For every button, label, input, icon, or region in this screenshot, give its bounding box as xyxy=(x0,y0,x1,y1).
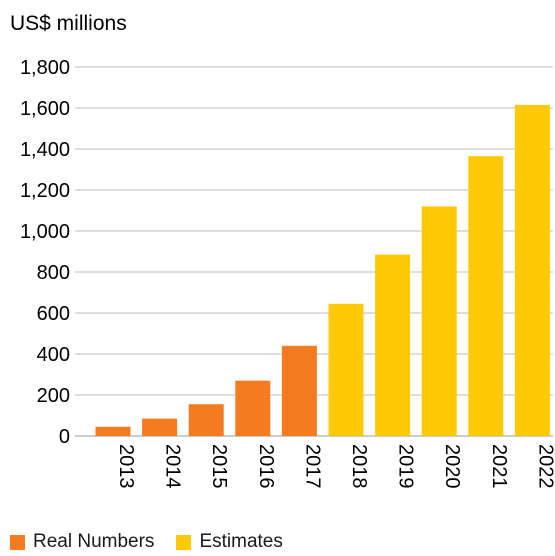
legend: Real Numbers Estimates xyxy=(10,531,305,553)
x-tick-label: 2016 xyxy=(255,444,277,489)
x-tick-label: 2017 xyxy=(301,444,323,489)
bar-2015 xyxy=(188,404,224,436)
y-tick-label: 0 xyxy=(59,426,70,448)
bar-2014 xyxy=(142,418,178,436)
bar-2013 xyxy=(95,426,131,436)
y-tick-label: 200 xyxy=(37,385,70,407)
y-tick-label: 400 xyxy=(37,344,70,366)
chart-area: US$ millions 0 200 400 600 800 1,000 1,200 1,40… xyxy=(10,12,555,489)
y-tick-label: 1,000 xyxy=(20,221,70,243)
y-tick-label: 1,400 xyxy=(20,139,70,161)
y-tick-label: 600 xyxy=(37,303,70,325)
y-tick-label: 1,600 xyxy=(20,98,70,120)
y-axis-ticks: 0 200 400 600 800 1,000 1,200 1,400 1,600 1,800 xyxy=(20,57,70,448)
x-tick-label: 2019 xyxy=(395,444,417,489)
y-tick-label: 1,800 xyxy=(20,57,70,79)
bar-2019 xyxy=(375,254,411,436)
legend-swatch-real-numbers xyxy=(10,534,25,550)
bar-2018 xyxy=(328,303,364,436)
x-tick-label: 2020 xyxy=(441,444,463,489)
legend-label-estimates: Estimates xyxy=(199,531,283,552)
legend-item-real-numbers: Real Numbers xyxy=(10,531,154,553)
x-tick-label: 2021 xyxy=(488,444,510,489)
y-tick-label: 1,200 xyxy=(20,180,70,202)
legend-label-real-numbers: Real Numbers xyxy=(33,531,155,552)
x-axis-ticks: 2013 2014 2015 2016 2017 2018 2019 2020 2021 2022 xyxy=(115,444,555,489)
y-axis-unit-label: US$ millions xyxy=(10,12,127,35)
x-tick-label: 2018 xyxy=(348,444,370,489)
x-tick-label: 2015 xyxy=(208,444,230,489)
legend-item-estimates: Estimates xyxy=(176,531,283,553)
legend-swatch-estimates xyxy=(176,534,192,550)
x-tick-label: 2022 xyxy=(534,444,555,489)
bar-2022 xyxy=(514,104,550,437)
bar-2016 xyxy=(235,380,271,436)
bar-2020 xyxy=(421,206,457,436)
y-tick-label: 800 xyxy=(37,262,70,284)
x-tick-label: 2014 xyxy=(162,444,184,489)
bar-2021 xyxy=(468,156,504,437)
bar-2017 xyxy=(281,345,317,436)
bars xyxy=(95,104,550,437)
gridlines xyxy=(75,66,553,437)
x-tick-label: 2013 xyxy=(115,444,137,489)
